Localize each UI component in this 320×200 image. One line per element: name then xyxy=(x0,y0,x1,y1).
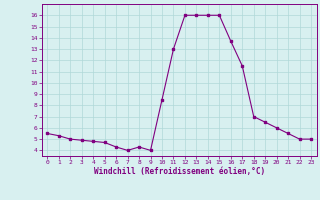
X-axis label: Windchill (Refroidissement éolien,°C): Windchill (Refroidissement éolien,°C) xyxy=(94,167,265,176)
